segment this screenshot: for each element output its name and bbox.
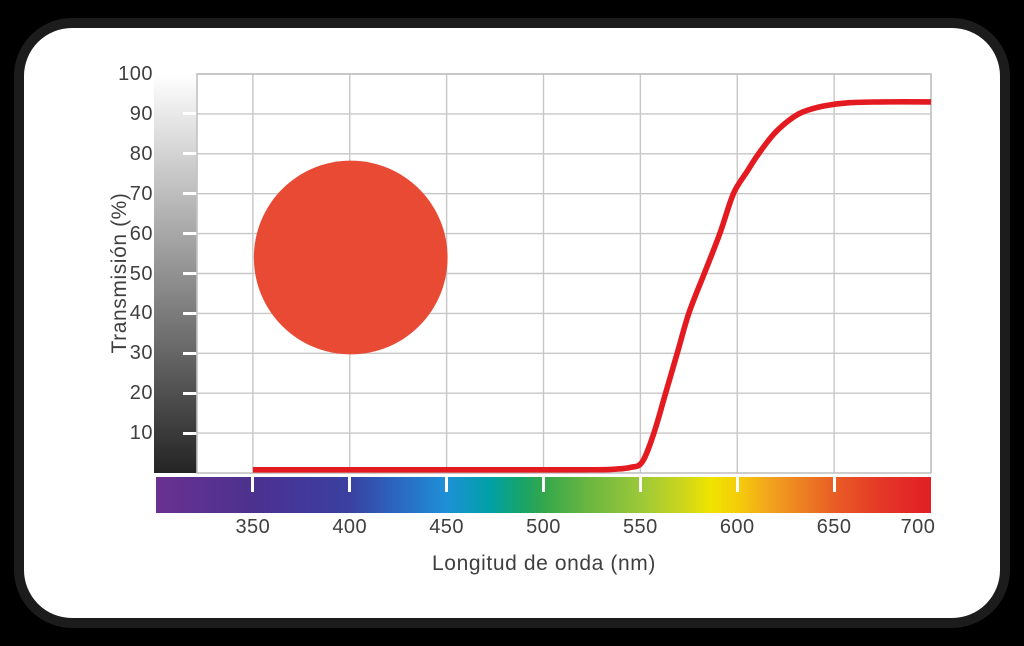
transmission-curve <box>252 99 932 473</box>
y-axis-tick-mark <box>183 311 197 315</box>
x-tick-label: 500 <box>526 516 561 538</box>
x-axis-tick-mark <box>348 477 352 492</box>
y-axis-tick-mark <box>183 192 197 196</box>
x-tick-label: 400 <box>332 516 368 538</box>
y-tick-label: 80 <box>129 142 153 165</box>
y-axis-title: Transmisión (%) <box>108 192 131 354</box>
y-axis-tick-mark <box>183 232 197 236</box>
x-tick-label: 700 <box>900 516 936 538</box>
y-axis-tick-mark <box>183 431 197 435</box>
x-axis-tick-mark <box>638 477 642 492</box>
y-tick-label: 50 <box>129 262 153 285</box>
y-axis-tick-mark <box>183 152 197 156</box>
y-axis-tick-mark <box>183 351 197 355</box>
plot-border <box>196 73 932 474</box>
grayscale-transmission-bar <box>154 74 197 473</box>
x-tick-label: 600 <box>719 516 755 538</box>
y-tick-label: 30 <box>129 342 153 365</box>
x-axis-tick-mark <box>445 477 449 492</box>
y-tick-label: 100 <box>118 63 153 85</box>
y-tick-label: 40 <box>129 302 153 325</box>
y-tick-label: 60 <box>129 222 153 245</box>
x-axis-tick-mark <box>735 477 739 492</box>
x-axis-tick-mark <box>251 477 255 492</box>
x-tick-label: 350 <box>235 516 271 538</box>
x-axis-tick-mark <box>542 477 545 492</box>
spectrum-bar <box>156 477 931 513</box>
y-tick-label: 10 <box>129 422 153 445</box>
y-axis-tick-mark <box>183 112 197 116</box>
red-filter-circle <box>253 160 448 355</box>
x-axis-tick-mark <box>832 477 836 492</box>
y-axis-tick-mark <box>183 391 197 395</box>
y-tick-label: 90 <box>129 102 153 125</box>
x-tick-label: 550 <box>622 516 658 538</box>
x-tick-label: 450 <box>429 516 465 538</box>
x-tick-label: 650 <box>816 516 852 538</box>
x-axis-title: Longitud de onda (nm) <box>432 552 656 575</box>
y-tick-label: 20 <box>129 382 153 405</box>
y-tick-label: 70 <box>129 182 153 205</box>
y-axis-tick-mark <box>183 272 197 275</box>
